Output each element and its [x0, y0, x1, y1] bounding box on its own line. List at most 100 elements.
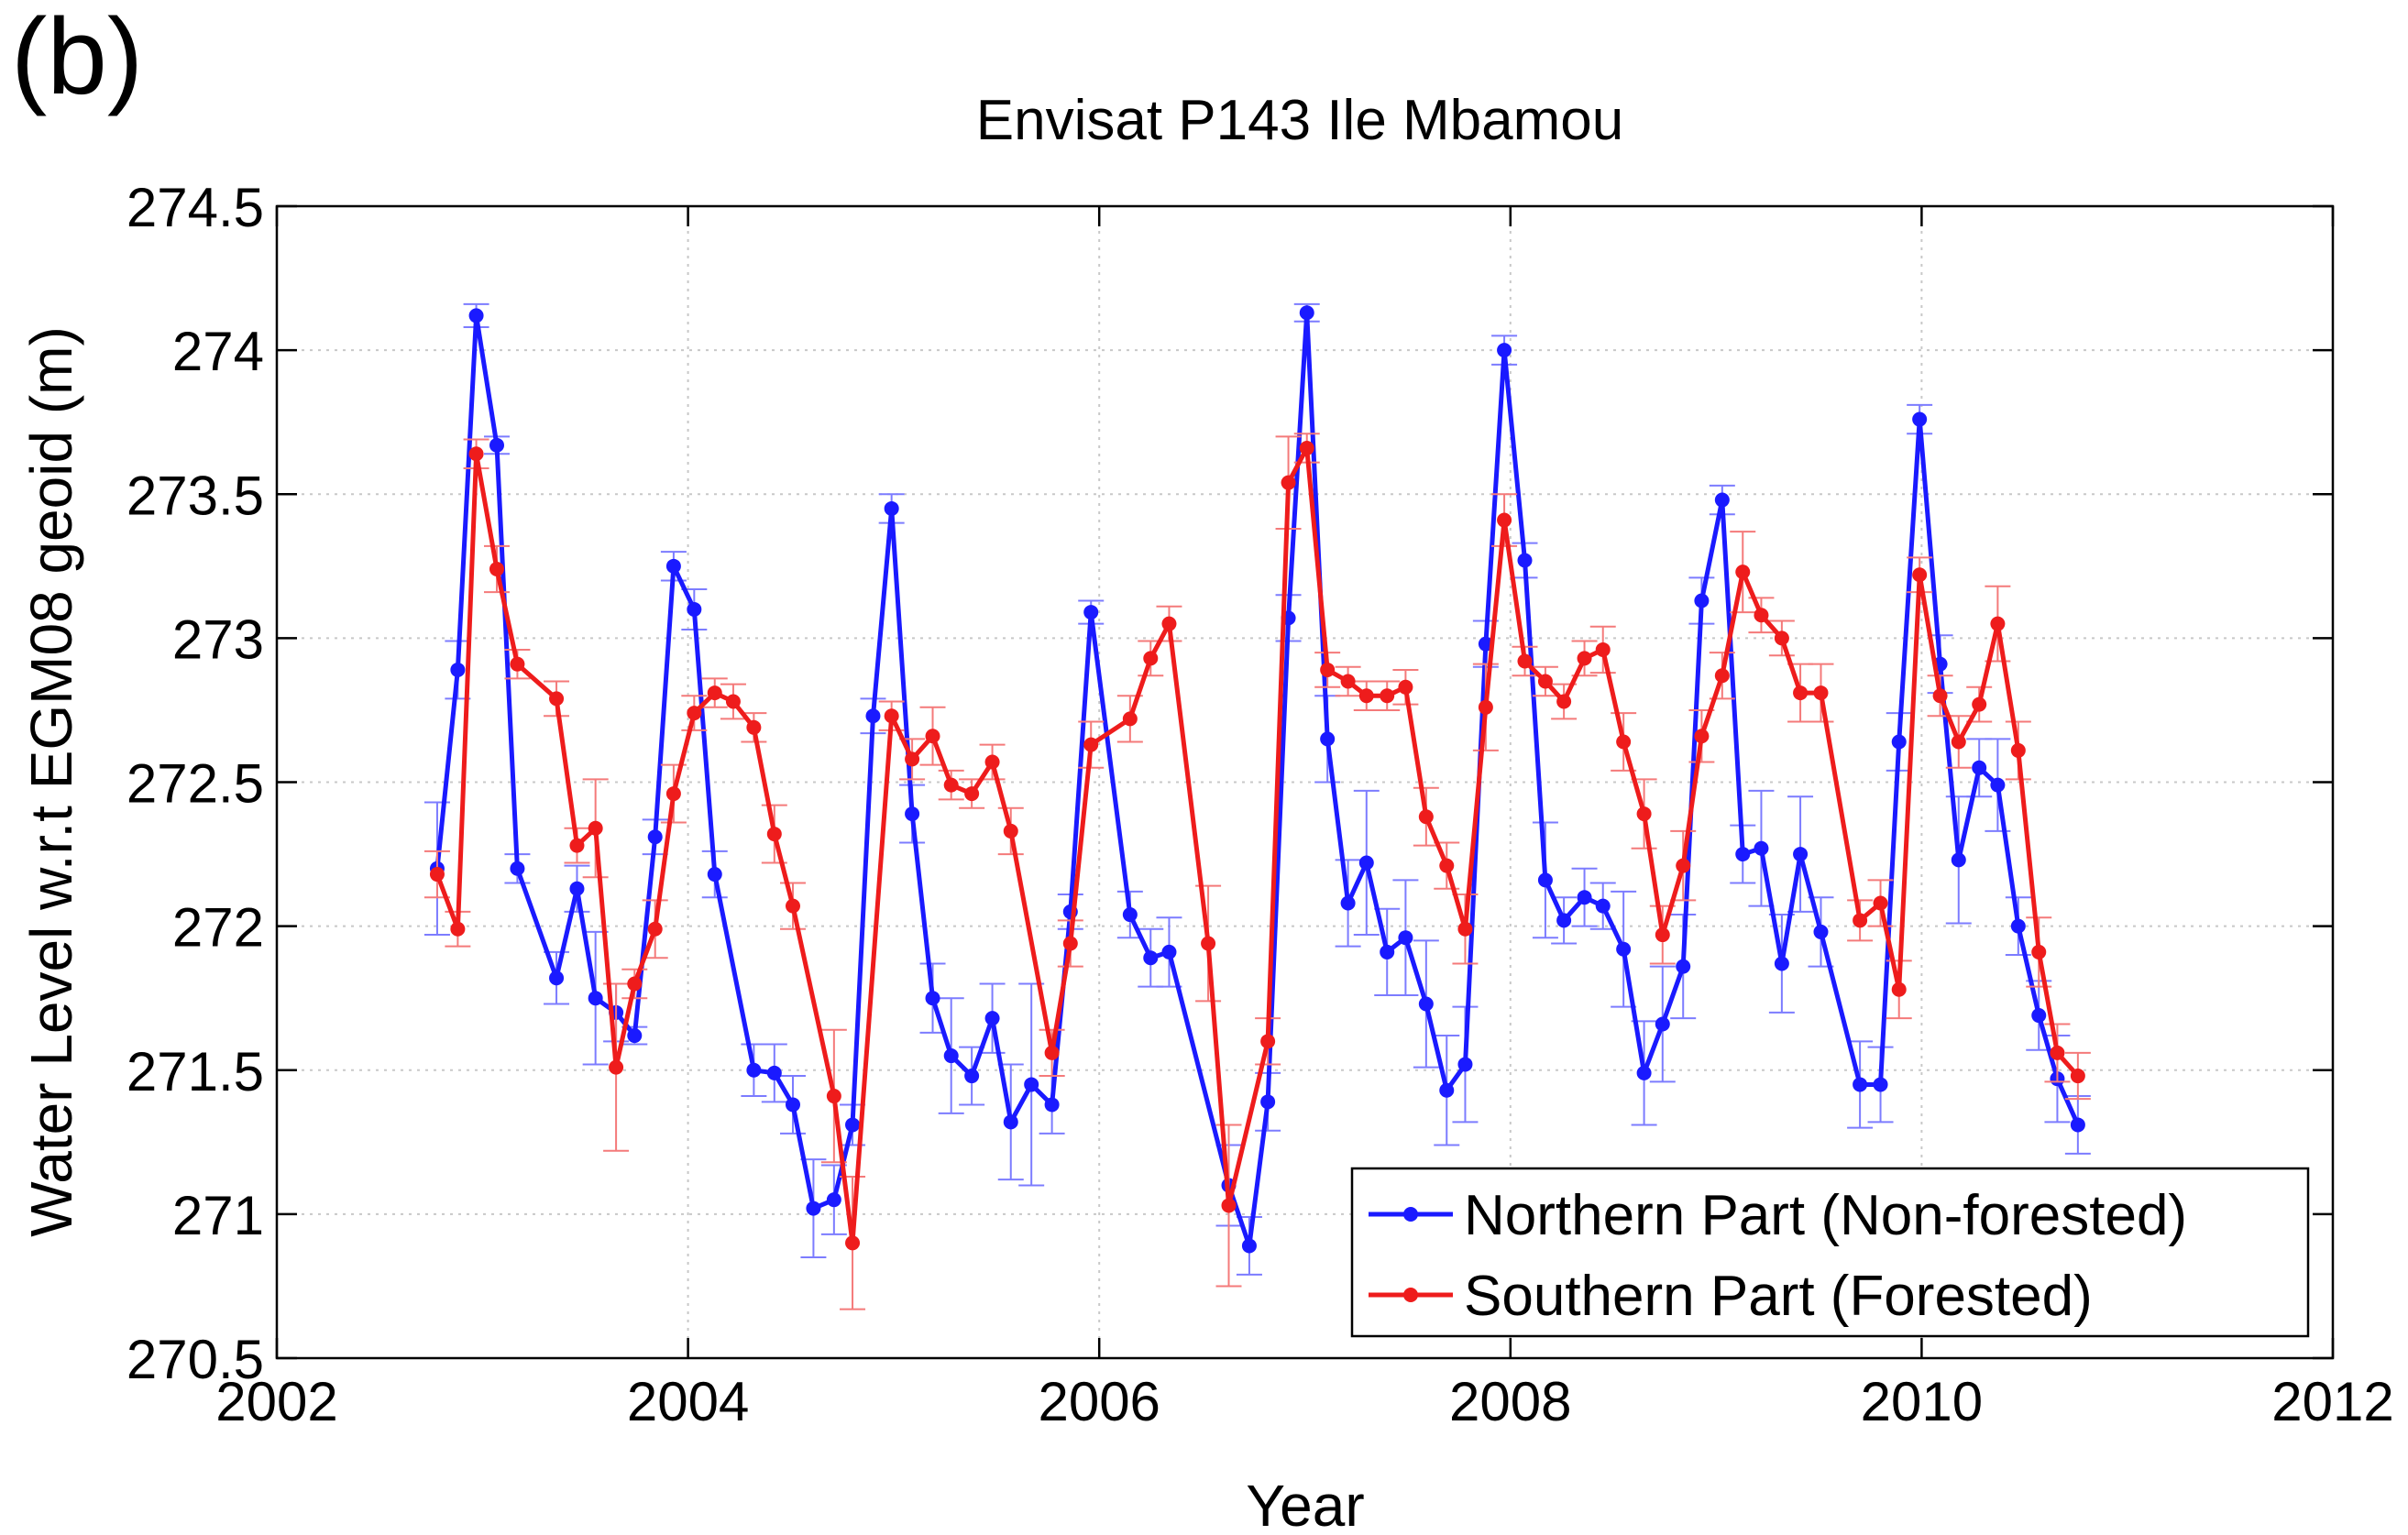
data-point: [1774, 630, 1789, 646]
data-point: [1044, 1097, 1060, 1113]
data-point: [1024, 1077, 1039, 1092]
data-point: [2070, 1117, 2085, 1133]
data-point: [1340, 895, 1356, 911]
data-point: [1616, 734, 1632, 750]
data-point: [845, 1235, 861, 1251]
data-point: [429, 867, 445, 883]
data-point: [707, 685, 722, 701]
data-point: [746, 719, 762, 735]
chart-title: Envisat P143 Ile Mbamou: [976, 89, 1624, 152]
data-point: [1320, 731, 1336, 747]
y-tick-label: 274: [172, 321, 264, 382]
data-point: [1595, 641, 1611, 657]
data-point: [1083, 737, 1099, 752]
data-point: [1891, 981, 1907, 997]
series-line: [434, 445, 2080, 1245]
data-point: [468, 308, 484, 323]
data-point: [1221, 1198, 1237, 1213]
data-point: [1340, 674, 1356, 689]
data-point: [1655, 1016, 1670, 1032]
data-point: [766, 1065, 782, 1080]
data-point: [1813, 924, 1829, 939]
x-tick-label: 2008: [1449, 1371, 1571, 1432]
data-point: [884, 708, 899, 724]
data-point: [1062, 936, 1078, 951]
y-tick-label: 273: [172, 609, 264, 670]
data-point: [627, 1028, 643, 1044]
data-point: [2010, 742, 2026, 758]
data-point: [2070, 1069, 2085, 1084]
data-point: [1990, 777, 2006, 793]
data-point: [665, 558, 681, 574]
data-point: [1299, 440, 1314, 455]
data-point: [1418, 996, 1434, 1012]
y-tick-label: 274.5: [126, 177, 264, 238]
data-point: [1655, 927, 1670, 943]
data-point: [707, 867, 722, 883]
data-point: [609, 1059, 624, 1075]
data-point: [1990, 616, 2006, 631]
legend-marker: [1403, 1207, 1418, 1222]
data-point: [964, 1069, 980, 1084]
legend-label: Southern Part (Forested): [1464, 1265, 2093, 1328]
data-point: [1793, 847, 1809, 862]
data-point: [905, 751, 920, 767]
data-point: [826, 1192, 841, 1208]
data-point: [785, 1097, 800, 1113]
data-point: [1912, 411, 1928, 427]
data-point: [1457, 921, 1473, 937]
data-point: [1694, 593, 1710, 609]
data-point: [1793, 685, 1809, 701]
x-tick-label: 2012: [2271, 1371, 2393, 1432]
x-tick-label: 2004: [627, 1371, 749, 1432]
data-point: [746, 1062, 762, 1078]
data-point: [1418, 809, 1434, 825]
data-point: [549, 691, 565, 707]
data-point: [1143, 651, 1159, 666]
y-tick-label: 272: [172, 897, 264, 959]
legend-marker: [1403, 1288, 1418, 1302]
legend-box: [1350, 1167, 2310, 1338]
data-point: [687, 601, 702, 617]
data-point: [1003, 823, 1018, 839]
data-point: [2050, 1045, 2065, 1060]
data-point: [1161, 944, 1177, 959]
data-point: [1972, 760, 1987, 775]
data-point: [1439, 1082, 1455, 1098]
data-point: [1714, 492, 1730, 508]
data-point: [1398, 679, 1413, 695]
data-point: [1754, 608, 1769, 623]
data-point: [1281, 475, 1296, 490]
data-point: [2031, 944, 2047, 959]
data-point: [450, 662, 466, 677]
data-point: [1813, 685, 1829, 701]
data-point: [1616, 941, 1632, 957]
data-point: [1517, 553, 1533, 568]
data-point: [1636, 806, 1652, 822]
data-point: [1161, 616, 1177, 631]
data-point: [489, 437, 505, 453]
data-point: [1891, 734, 1907, 750]
data-point: [2031, 1008, 2047, 1024]
data-point: [1320, 662, 1336, 677]
data-point: [1143, 950, 1159, 966]
data-point: [865, 708, 881, 724]
data-point: [1873, 895, 1888, 911]
data-point: [1398, 930, 1413, 946]
data-point: [785, 898, 800, 914]
data-point: [1537, 674, 1553, 689]
data-point: [569, 881, 585, 896]
data-point: [1774, 956, 1789, 971]
data-point: [1754, 840, 1769, 856]
data-point: [1260, 1094, 1276, 1110]
data-point: [2010, 918, 2026, 934]
data-point: [1241, 1238, 1257, 1254]
data-point: [1497, 343, 1512, 358]
data-point: [1972, 696, 1987, 712]
data-point: [549, 970, 565, 986]
data-point: [1380, 688, 1395, 704]
data-point: [925, 729, 940, 744]
data-point: [468, 446, 484, 462]
x-tick-label: 2006: [1038, 1371, 1160, 1432]
